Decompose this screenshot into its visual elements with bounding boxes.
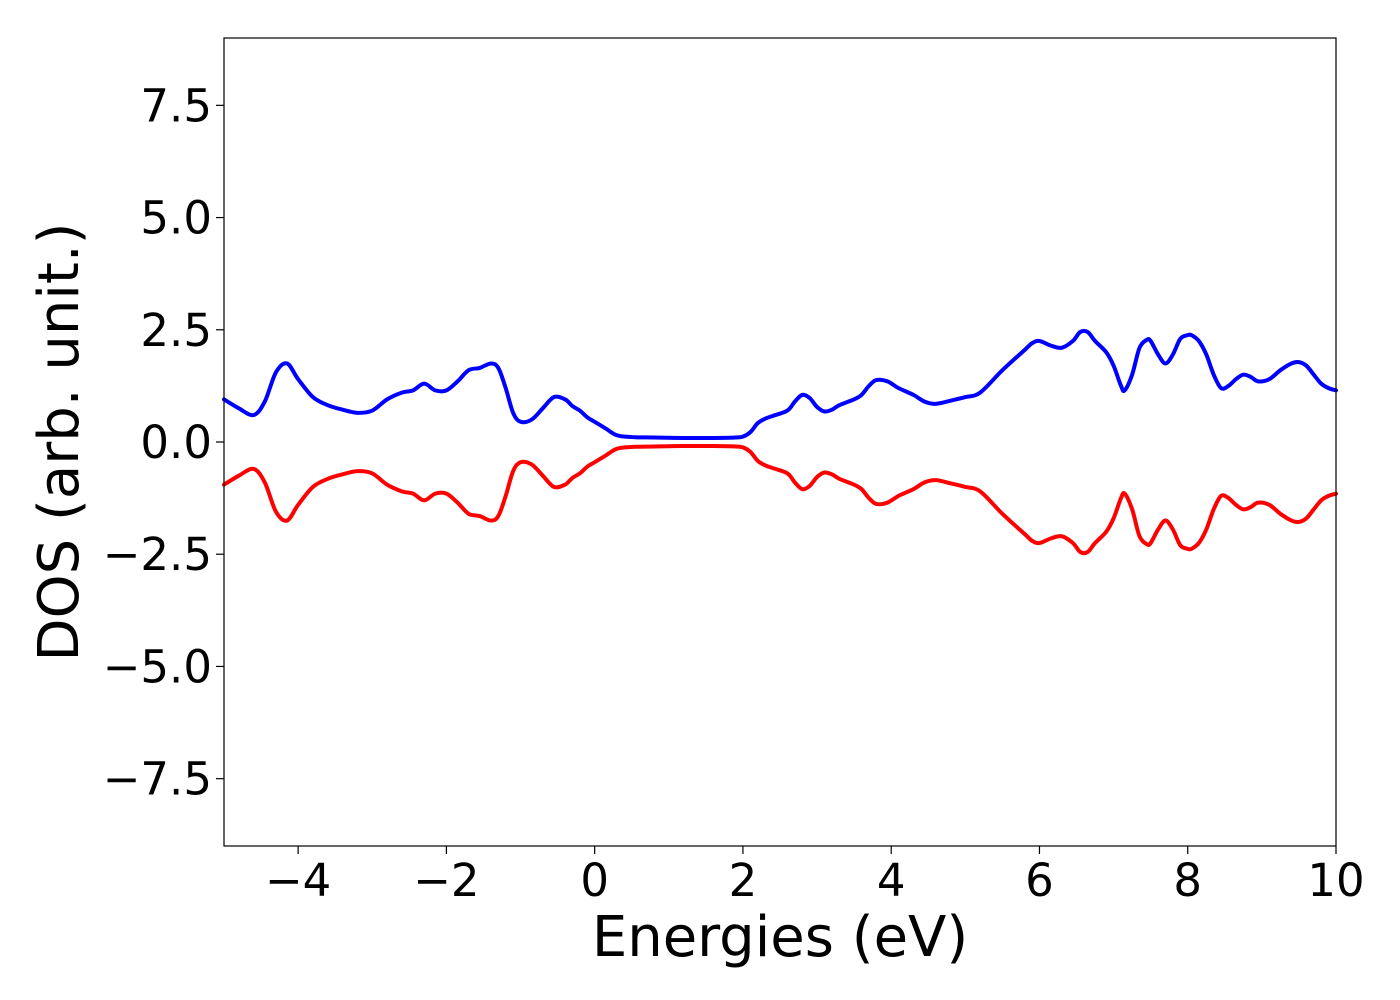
x-tick-label: 8 xyxy=(1173,854,1202,907)
y-tick-label: 2.5 xyxy=(140,304,212,357)
x-tick-label: 10 xyxy=(1307,854,1364,907)
y-tick-label: 5.0 xyxy=(140,192,212,245)
y-axis: −7.5 −5.0 −2.5 0.0 2.5 5.0 7.5 xyxy=(103,79,224,806)
y-tick-label: 7.5 xyxy=(140,79,212,132)
x-tick-label: −4 xyxy=(265,854,331,907)
x-tick-label: 6 xyxy=(1025,854,1054,907)
series-line-1 xyxy=(222,328,1338,441)
x-axis-title: Energies (eV) xyxy=(592,905,968,970)
x-tick-label: 2 xyxy=(729,854,758,907)
x-axis: −4 −2 0 2 4 6 8 10 xyxy=(265,846,1365,907)
x-tick-label: 0 xyxy=(580,854,609,907)
series-layer xyxy=(222,328,1338,556)
y-tick-label: −5.0 xyxy=(103,640,212,693)
y-tick-label: −2.5 xyxy=(103,528,212,581)
y-axis-title: DOS (arb. unit.) xyxy=(27,222,92,661)
x-tick-label: 4 xyxy=(877,854,906,907)
x-tick-label: −2 xyxy=(413,854,479,907)
plot-frame xyxy=(223,37,1337,847)
y-tick-label: 0.0 xyxy=(140,416,212,469)
y-tick-label: −7.5 xyxy=(103,753,212,806)
series-line-2 xyxy=(222,443,1338,556)
